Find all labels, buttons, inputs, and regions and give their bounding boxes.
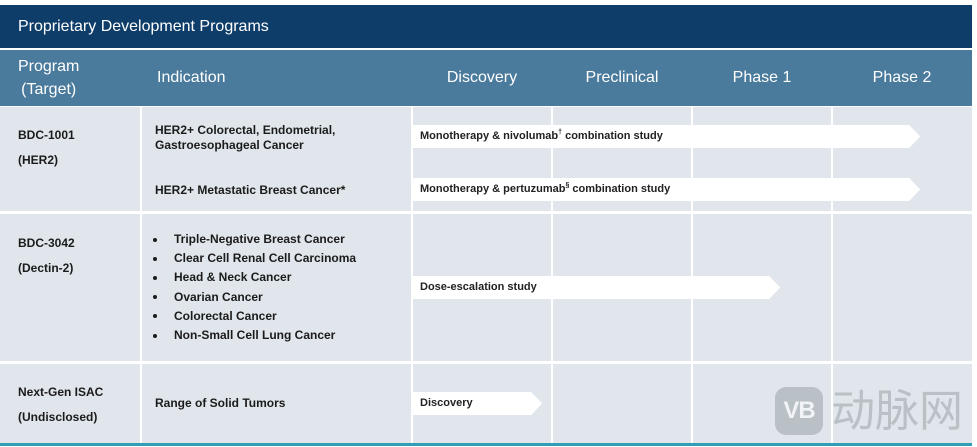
indication-bullet: Triple-Negative Breast Cancer [152, 230, 356, 249]
program-name: BDC-3042 [18, 236, 75, 250]
progress-bar-bdc-1001-pertuzumab: Monotherapy & pertuzumab§ combination st… [413, 178, 920, 201]
indication-bullet: Clear Cell Renal Cell Carcinoma [152, 249, 356, 268]
program-column-header: Program (Target) [18, 55, 79, 101]
bar-label-footnote: § [565, 182, 570, 189]
target-header-label: (Target) [21, 81, 77, 98]
bar-label-footnote: † [558, 129, 563, 136]
indication-cell: HER2+ Colorectal, Endometrial, Gastroeso… [155, 123, 335, 153]
progress-bar-bdc-1001-nivolumab: Monotherapy & nivolumab† combination stu… [413, 125, 920, 148]
stage-tick-discovery: Discovery [446, 69, 518, 86]
stage-tick-phase-2: Phase 2 [872, 69, 932, 86]
indication-cell: HER2+ Metastatic Breast Cancer* [155, 183, 345, 198]
column-header-row: Program (Target) Indication Discovery Pr… [0, 50, 972, 106]
bar-label: Discovery [420, 397, 473, 409]
watermark-logo: VB 动脉网 [773, 385, 972, 439]
bar-label-end: combination study [562, 130, 663, 142]
program-row-bdc-1001: BDC-1001 (HER2) HER2+ Colorectal, Endome… [0, 107, 972, 211]
indication-bullet-list: Triple-Negative Breast Cancer Clear Cell… [152, 230, 356, 345]
indication-line: HER2+ Colorectal, Endometrial, [155, 123, 336, 137]
chart-title: Proprietary Development Programs [18, 18, 269, 35]
bar-label-end: combination study [569, 183, 671, 195]
indication-line: Gastroesophageal Cancer [155, 138, 304, 152]
program-name: BDC-1001 [18, 128, 75, 142]
program-cell: BDC-1001 (HER2) [18, 123, 75, 173]
progress-bar-bdc-3042: Dose-escalation study [413, 276, 780, 299]
watermark-name: 动脉网 [831, 386, 963, 437]
program-target: (Undisclosed) [18, 410, 98, 424]
bottom-rule [0, 443, 972, 446]
grid-line-indication [140, 107, 142, 443]
indication-bullet: Non-Small Cell Lung Cancer [152, 326, 356, 345]
grid-line-preclinical [551, 107, 553, 443]
indication-line: Range of Solid Tumors [155, 396, 286, 410]
program-cell: BDC-3042 (Dectin-2) [18, 231, 75, 281]
stage-tick-preclinical: Preclinical [585, 69, 659, 86]
bar-label: Monotherapy & pertuzumab [420, 183, 566, 195]
bar-label: Dose-escalation study [420, 281, 537, 293]
grid-line-phase-1 [691, 107, 693, 443]
grid-line-discovery [411, 107, 413, 443]
indication-cell: Range of Solid Tumors [155, 396, 285, 411]
indication-bullet: Ovarian Cancer [152, 288, 356, 307]
program-header-label: Program [18, 58, 80, 75]
watermark-mark: VB [775, 387, 823, 435]
bar-label: Monotherapy & nivolumab [420, 130, 559, 142]
program-target: (HER2) [18, 153, 59, 167]
program-target: (Dectin-2) [18, 261, 74, 275]
program-cell: Next-Gen ISAC (Undisclosed) [18, 380, 103, 430]
indication-column-header: Indication [157, 69, 226, 86]
program-row-bdc-3042: BDC-3042 (Dectin-2) Triple-Negative Brea… [0, 214, 972, 361]
stage-tick-phase-1: Phase 1 [732, 69, 792, 86]
indication-line: HER2+ Metastatic Breast Cancer* [155, 183, 346, 197]
indication-bullet: Head & Neck Cancer [152, 268, 356, 287]
program-name: Next-Gen ISAC [18, 385, 104, 399]
indication-bullet: Colorectal Cancer [152, 307, 356, 326]
title-bar: Proprietary Development Programs [0, 5, 972, 48]
progress-bar-next-gen-isac: Discovery [413, 392, 542, 415]
grid-line-phase-2 [831, 107, 833, 443]
